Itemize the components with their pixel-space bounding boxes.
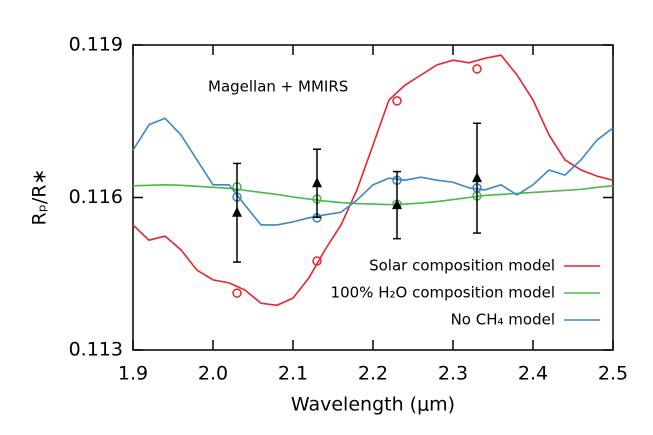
legend-label: Solar composition model	[369, 257, 555, 275]
observation-point	[392, 199, 402, 210]
x-tick-label: 2.0	[198, 363, 228, 385]
x-tick-label: 1.9	[118, 363, 148, 385]
observation-point	[232, 206, 242, 217]
binned-point	[232, 288, 242, 298]
x-axis-label: Wavelength (μm)	[291, 394, 455, 416]
x-tick-label: 2.3	[438, 363, 468, 385]
y-tick-label: 0.119	[69, 34, 123, 56]
model-line	[132, 117, 614, 226]
model-line	[132, 54, 614, 307]
annotation: Magellan + MMIRS	[208, 78, 348, 96]
observation-point	[472, 172, 482, 183]
y-tick-label: 0.116	[69, 186, 123, 208]
y-axis-label: Rₚ/R∗	[29, 169, 51, 226]
plot-frame	[132, 44, 614, 351]
x-tick-label: 2.2	[358, 363, 388, 385]
observation-point	[312, 177, 322, 188]
y-tick-label: 0.113	[69, 339, 123, 361]
binned-point	[472, 64, 482, 74]
x-tick-label: 2.1	[278, 363, 308, 385]
model-line	[132, 183, 614, 206]
legend-label: 100% H₂O composition model	[331, 284, 555, 302]
binned-point	[392, 96, 402, 106]
binned-point	[312, 256, 322, 266]
x-tick-label: 2.5	[598, 363, 628, 385]
legend-label: No CH₄ model	[451, 311, 555, 329]
x-tick-label: 2.4	[518, 363, 548, 385]
